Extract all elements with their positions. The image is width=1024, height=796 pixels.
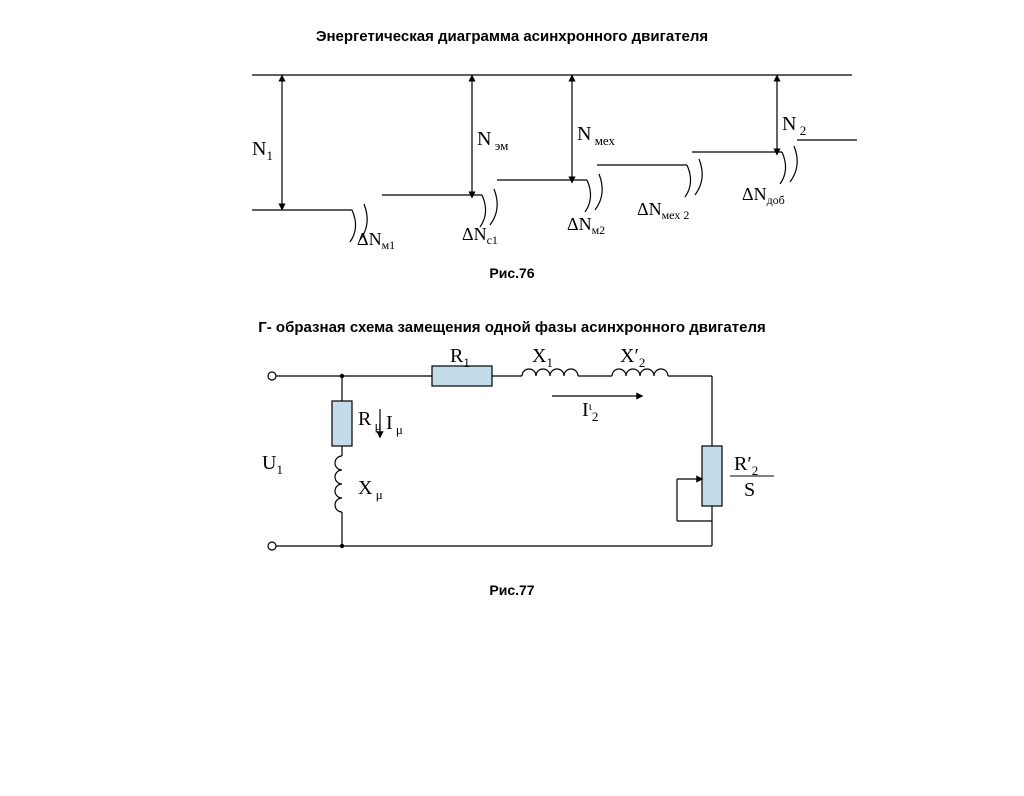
svg-text:S: S [744,479,755,501]
svg-text:N эм: N эм [477,128,508,153]
svg-text:ΔNм1: ΔNм1 [357,229,395,252]
svg-text:U1: U1 [262,452,283,477]
fig76-caption: Рис.76 [0,265,1024,281]
svg-text:X1: X1 [532,345,553,370]
svg-text:R′2: R′2 [734,453,758,478]
fig77-title: Г- образная схема замещения одной фазы а… [0,319,1024,336]
svg-text:ΔNм2: ΔNм2 [567,214,605,237]
svg-text:R μ: R μ [358,408,382,433]
equivalent-circuit: R1 X1 X′2 R′2S R μI μ X μ Iι2 U1 [202,336,822,576]
svg-text:R1: R1 [450,345,470,370]
svg-text:ΔNмех 2: ΔNмех 2 [637,199,689,222]
svg-text:N мех: N мех [577,123,616,148]
fig76-title: Энергетическая диаграмма асинхронного дв… [0,28,1024,45]
svg-text:N 2: N 2 [782,113,806,138]
svg-text:I μ: I μ [386,412,403,437]
svg-text:ΔNc1: ΔNc1 [462,224,498,247]
svg-text:Iι2: Iι2 [582,399,598,424]
svg-text:X μ: X μ [358,477,383,502]
fig77-caption: Рис.77 [0,582,1024,598]
svg-text:N1: N1 [252,138,273,163]
svg-text:X′2: X′2 [620,345,645,370]
svg-text:ΔNдоб: ΔNдоб [742,184,785,207]
energy-diagram: N1 N эм N мех N 2 ΔNм1 ΔNc1 ΔNм2 ΔNмех 2 ΔNдоб [102,45,922,265]
